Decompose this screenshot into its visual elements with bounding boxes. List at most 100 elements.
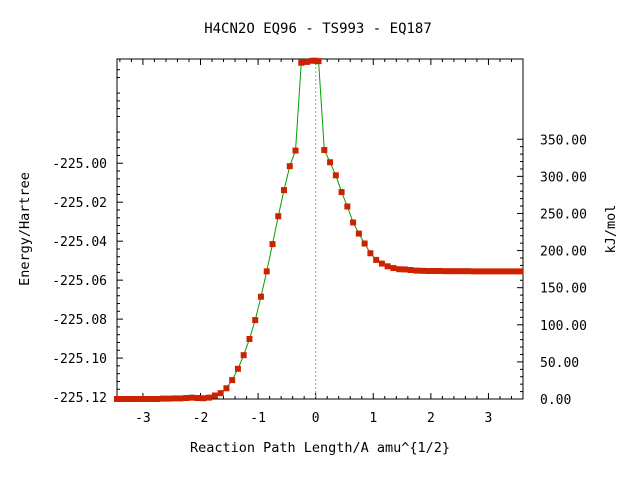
- y2-tick-label: 350.00: [540, 133, 587, 148]
- y2-tick-label: 0.00: [540, 393, 571, 408]
- data-point: [281, 187, 288, 194]
- x-tick-label: -2: [193, 411, 209, 426]
- data-point: [188, 394, 195, 401]
- data-point: [200, 395, 207, 402]
- data-point: [275, 213, 282, 220]
- x-axis-label: Reaction Path Length/A amu^{1/2}: [190, 440, 450, 456]
- data-point: [430, 267, 437, 274]
- data-point: [298, 59, 305, 66]
- data-point: [482, 268, 489, 275]
- y-tick-label: -225.04: [52, 235, 107, 250]
- data-point: [476, 268, 483, 275]
- y-tick-labels: -225.12 -225.10 -225.08 -225.06 -225.04 -225.…: [52, 157, 107, 406]
- y-tick-label: -225.10: [52, 352, 107, 367]
- data-point: [148, 396, 155, 402]
- data-point: [344, 203, 351, 210]
- data-point: [499, 268, 506, 275]
- data-point: [321, 146, 328, 153]
- data-point: [142, 396, 149, 402]
- y2-axis-label: kJ/mol: [603, 205, 619, 254]
- data-point: [177, 395, 184, 402]
- data-point: [137, 396, 144, 402]
- major-ticks: [117, 59, 523, 400]
- data-point: [304, 58, 311, 65]
- data-point: [269, 241, 276, 248]
- data-point: [217, 390, 224, 397]
- y-tick-label: -225.08: [52, 313, 107, 328]
- data-point: [183, 395, 190, 402]
- data-point: [114, 396, 120, 402]
- data-point: [471, 268, 478, 275]
- minor-ticks: [117, 59, 523, 399]
- data-point: [517, 268, 524, 275]
- y2-tick-label: 100.00: [540, 319, 587, 334]
- data-point: [413, 267, 420, 274]
- data-point: [436, 267, 443, 274]
- data-point: [424, 267, 431, 274]
- data-point: [350, 219, 357, 226]
- data-point: [355, 230, 362, 237]
- y2-tick-label: 50.00: [540, 356, 579, 371]
- data-point: [257, 293, 264, 300]
- data-points: [114, 57, 524, 402]
- x-tick-label: 2: [427, 411, 435, 426]
- data-point: [292, 147, 299, 154]
- data-point: [309, 57, 316, 64]
- data-point: [315, 58, 322, 65]
- data-point: [396, 266, 403, 273]
- data-point: [373, 256, 380, 263]
- data-point: [165, 395, 172, 402]
- y-tick-label: -225.06: [52, 274, 107, 289]
- data-point: [154, 396, 161, 402]
- x-tick-label: 1: [369, 411, 377, 426]
- data-point: [194, 395, 201, 402]
- y-axis-label: Energy/Hartree: [17, 172, 33, 286]
- y2-tick-label: 250.00: [540, 207, 587, 222]
- data-point: [384, 263, 391, 270]
- x-tick-labels: -3 -2 -1 0 1 2 3: [135, 411, 492, 426]
- data-point: [327, 159, 334, 166]
- data-point: [488, 268, 495, 275]
- data-point: [401, 266, 408, 273]
- data-point: [246, 335, 253, 342]
- data-point: [407, 267, 414, 274]
- chart-title: H4CN2O EQ96 - TS993 - EQ187: [204, 21, 432, 37]
- data-point: [378, 260, 385, 267]
- data-point: [367, 250, 374, 257]
- data-point: [131, 396, 138, 402]
- x-tick-label: 0: [312, 411, 320, 426]
- energy-curve: [117, 60, 521, 400]
- data-point: [240, 352, 247, 359]
- data-point: [234, 365, 241, 372]
- data-point: [252, 317, 259, 324]
- data-point: [286, 163, 293, 170]
- x-tick-label: -1: [250, 411, 266, 426]
- y-tick-label: -225.00: [52, 157, 107, 172]
- data-point: [160, 395, 167, 402]
- data-point: [263, 268, 270, 275]
- data-point: [390, 265, 397, 272]
- data-point: [453, 268, 460, 275]
- data-point: [419, 267, 426, 274]
- data-point: [223, 385, 230, 392]
- y2-tick-labels: 0.00 50.00 100.00 150.00 200.00 250.00 300.00 3…: [540, 133, 587, 408]
- data-point: [211, 392, 218, 399]
- y2-tick-label: 200.00: [540, 245, 587, 260]
- y-tick-label: -225.12: [52, 391, 107, 406]
- data-point: [442, 268, 449, 275]
- data-point: [459, 268, 466, 275]
- y-tick-label: -225.02: [52, 196, 107, 211]
- data-point: [119, 396, 126, 402]
- data-point: [125, 396, 132, 402]
- y2-tick-label: 150.00: [540, 282, 587, 297]
- data-point: [206, 394, 213, 401]
- data-point: [505, 268, 512, 275]
- data-point: [332, 172, 339, 179]
- data-point: [361, 240, 368, 247]
- data-point: [511, 268, 518, 275]
- data-point: [229, 377, 236, 384]
- data-point: [448, 268, 455, 275]
- data-point: [171, 395, 178, 402]
- data-point: [338, 189, 345, 196]
